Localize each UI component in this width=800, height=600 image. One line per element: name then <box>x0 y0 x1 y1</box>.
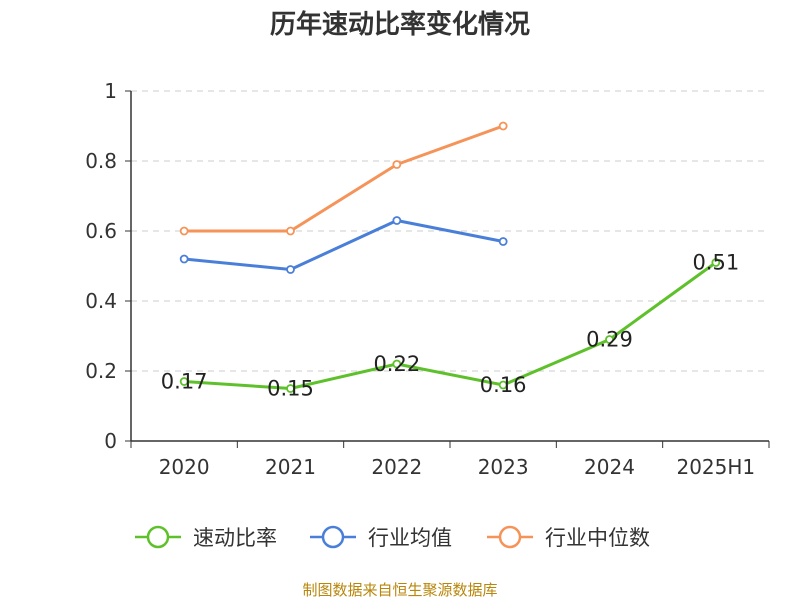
x-tick-label: 2025H1 <box>676 455 755 479</box>
x-tick-label: 2022 <box>371 455 422 479</box>
legend-marker <box>498 525 522 549</box>
x-tick-label: 2024 <box>584 455 635 479</box>
series-line <box>184 124 504 233</box>
series-0: 0.17 0.15 0.22 0.16 0.29 0.51 <box>161 251 739 401</box>
x-tick-label: 2021 <box>265 455 316 479</box>
legend-marker <box>321 525 345 549</box>
data-label: 0.17 <box>161 370 208 394</box>
data-point <box>498 237 508 246</box>
series-1 <box>179 216 508 274</box>
data-point <box>498 380 508 390</box>
series-group: 0.17 0.15 0.22 0.16 0.29 0.51 <box>161 121 739 401</box>
data-point <box>179 254 189 264</box>
series-2 <box>179 121 508 236</box>
x-tick-label: 2020 <box>159 455 210 479</box>
series-line <box>184 261 717 390</box>
data-point <box>498 121 508 131</box>
data-point <box>286 384 295 393</box>
axes: 0 0.2 0.4 0.6 0.8 1 2020 2021 2022 2023 2024 2025H1 <box>85 79 770 479</box>
legend-item-1: 行业均值 <box>310 525 452 550</box>
y-tick-label: 0 <box>104 429 117 453</box>
legend-label: 速动比率 <box>193 526 277 550</box>
legend-label: 行业中位数 <box>545 526 650 550</box>
x-tick-label: 2023 <box>478 455 529 479</box>
y-tick-label: 0.8 <box>85 149 117 173</box>
data-label: 0.29 <box>586 328 633 352</box>
data-point <box>392 160 402 169</box>
legend-marker <box>146 525 170 549</box>
data-label: 0.51 <box>692 251 739 275</box>
y-tick-label: 1 <box>104 79 117 103</box>
data-point <box>392 216 402 225</box>
data-point <box>605 335 614 344</box>
data-point <box>179 226 189 236</box>
data-point <box>179 377 189 386</box>
legend-item-2: 行业中位数 <box>487 525 650 550</box>
legend-item-0: 速动比率 <box>135 525 277 550</box>
data-label: 0.22 <box>373 352 420 376</box>
y-tick-label: 0.6 <box>85 219 117 243</box>
y-tick-label: 0.4 <box>85 289 117 313</box>
data-label: 0.16 <box>480 373 527 397</box>
data-label: 0.15 <box>267 377 314 401</box>
y-tick-label: 0.2 <box>85 359 117 383</box>
chart-title: 历年速动比率变化情况 <box>270 9 530 40</box>
data-point <box>392 359 402 369</box>
series-line <box>184 219 504 271</box>
legend: 速动比率 行业均值 行业中位数 <box>135 525 650 550</box>
source-note: 制图数据来自恒生聚源数据库 <box>302 581 497 599</box>
data-point <box>711 258 721 267</box>
data-point <box>286 265 295 274</box>
data-point <box>286 226 295 236</box>
legend-label: 行业均值 <box>368 526 452 550</box>
